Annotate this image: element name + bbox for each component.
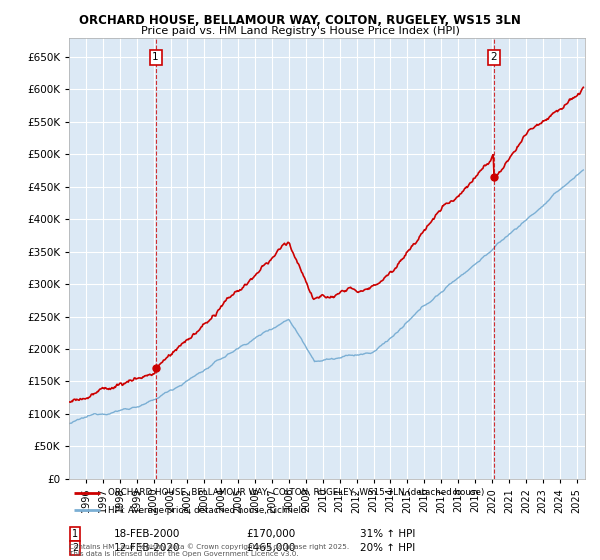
Text: 12-FEB-2020: 12-FEB-2020 <box>114 543 181 553</box>
Text: Price paid vs. HM Land Registry's House Price Index (HPI): Price paid vs. HM Land Registry's House … <box>140 26 460 36</box>
Text: 1: 1 <box>152 53 159 62</box>
Text: £465,000: £465,000 <box>246 543 295 553</box>
Text: 20% ↑ HPI: 20% ↑ HPI <box>360 543 415 553</box>
Text: Contains HM Land Registry data © Crown copyright and database right 2025.
This d: Contains HM Land Registry data © Crown c… <box>69 544 349 557</box>
Text: HPI: Average price, detached house, Lichfield: HPI: Average price, detached house, Lich… <box>108 506 306 515</box>
Text: £170,000: £170,000 <box>246 529 295 539</box>
Text: 2: 2 <box>491 53 497 62</box>
Text: 18-FEB-2000: 18-FEB-2000 <box>114 529 181 539</box>
Text: ORCHARD HOUSE, BELLAMOUR WAY, COLTON, RUGELEY, WS15 3LN (detached house): ORCHARD HOUSE, BELLAMOUR WAY, COLTON, RU… <box>108 488 484 497</box>
Text: 31% ↑ HPI: 31% ↑ HPI <box>360 529 415 539</box>
Text: 1: 1 <box>72 529 78 539</box>
Text: 2: 2 <box>72 543 78 553</box>
Text: ORCHARD HOUSE, BELLAMOUR WAY, COLTON, RUGELEY, WS15 3LN: ORCHARD HOUSE, BELLAMOUR WAY, COLTON, RU… <box>79 14 521 27</box>
